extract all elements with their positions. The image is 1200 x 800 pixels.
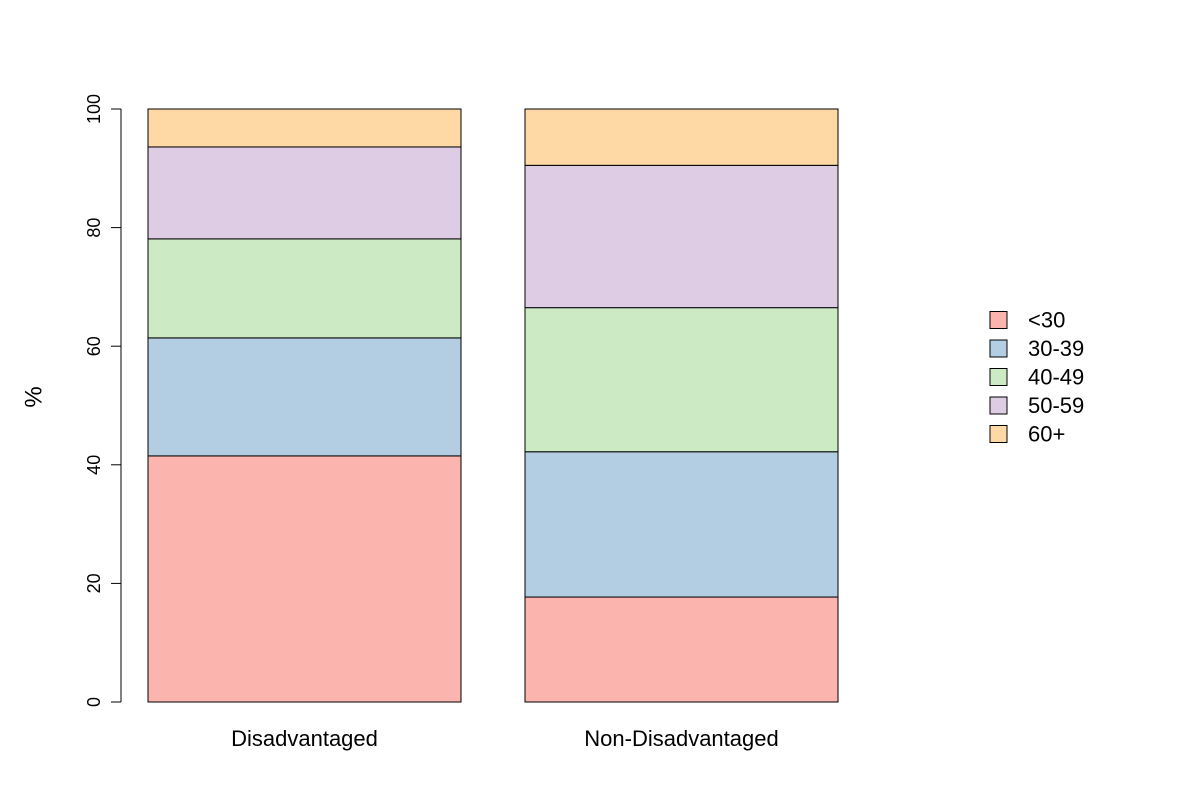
legend-item-1: 30-39 bbox=[989, 336, 1084, 361]
legend-swatch-4 bbox=[989, 425, 1008, 443]
legend-item-0: <30 bbox=[989, 308, 1065, 333]
bar-segment-0-2 bbox=[147, 238, 462, 339]
bar-1 bbox=[524, 108, 839, 703]
bar-segment-0-4 bbox=[147, 108, 462, 148]
bar-segment-1-3 bbox=[524, 164, 839, 309]
legend-item-3: 50-59 bbox=[989, 393, 1084, 418]
x-axis-labels: Disadvantaged Non-Disadvantaged bbox=[231, 726, 779, 751]
legend-swatch-3 bbox=[989, 396, 1008, 415]
legend-label-4: 60+ bbox=[1028, 422, 1065, 447]
y-tick-label-5: 100 bbox=[84, 94, 104, 124]
legend-swatch-1 bbox=[989, 339, 1008, 358]
y-axis-label: % bbox=[21, 386, 48, 407]
legend: <30 30-39 40-49 50-59 60+ bbox=[989, 308, 1084, 447]
y-tick-label-2: 40 bbox=[84, 455, 104, 475]
legend-label-2: 40-49 bbox=[1028, 365, 1084, 390]
legend-item-4: 60+ bbox=[989, 422, 1065, 447]
bar-0 bbox=[147, 108, 462, 703]
bar-segment-1-1 bbox=[524, 451, 839, 598]
plot-area bbox=[147, 108, 839, 703]
bar-segment-1-0 bbox=[524, 596, 839, 703]
legend-label-0: <30 bbox=[1028, 308, 1065, 333]
legend-item-2: 40-49 bbox=[989, 365, 1084, 390]
bar-segment-0-1 bbox=[147, 337, 462, 457]
y-tick-label-3: 60 bbox=[84, 336, 104, 356]
bar-segment-1-2 bbox=[524, 307, 839, 453]
bar-segment-0-0 bbox=[147, 455, 462, 703]
legend-swatch-2 bbox=[989, 368, 1008, 386]
x-category-label-0: Disadvantaged bbox=[231, 726, 378, 751]
legend-label-3: 50-59 bbox=[1028, 393, 1084, 418]
y-tick-label-1: 20 bbox=[84, 573, 104, 593]
legend-label-1: 30-39 bbox=[1028, 336, 1084, 361]
y-tick-label-4: 80 bbox=[84, 218, 104, 238]
y-tick-label-0: 0 bbox=[84, 697, 104, 707]
y-axis: 0 20 40 60 80 100 bbox=[84, 94, 122, 707]
x-category-label-1: Non-Disadvantaged bbox=[584, 726, 778, 751]
bar-segment-1-4 bbox=[524, 108, 839, 166]
bar-segment-0-3 bbox=[147, 146, 462, 240]
legend-swatch-0 bbox=[989, 311, 1008, 329]
